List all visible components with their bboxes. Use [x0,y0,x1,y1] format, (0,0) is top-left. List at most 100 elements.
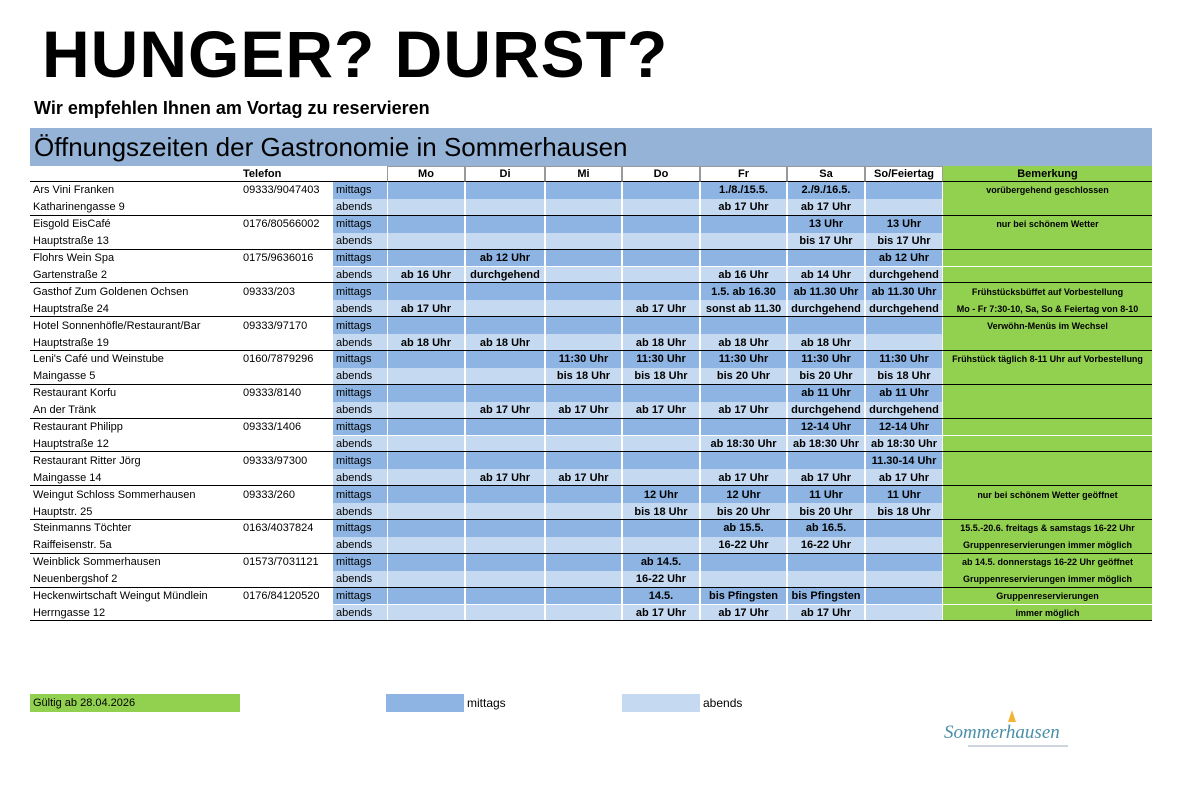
time-cell: durchgehend [465,266,545,284]
shift-label: mittags [333,418,387,436]
time-cell: ab 17 Uhr [622,300,700,318]
time-cell: ab 11 Uhr [787,384,865,402]
time-cell [545,249,622,267]
time-cell [865,570,943,588]
time-cell: bis 18 Uhr [622,503,700,520]
header-cell: Di [465,166,545,182]
row-separator [30,417,1152,419]
time-cell [465,503,545,520]
remark-cell [943,232,1152,250]
header-cell: Mo [387,166,465,182]
time-cell [465,435,545,453]
time-cell [700,232,787,250]
time-cell: ab 17 Uhr [387,300,465,318]
time-cell: ab 12 Uhr [865,249,943,267]
time-cell [387,536,465,554]
time-cell [622,232,700,250]
time-cell [865,334,943,351]
remark-cell [943,418,1152,436]
shift-label: abends [333,198,387,216]
time-cell [465,283,545,301]
legend-swatch [622,694,700,712]
time-cell: sonst ab 11.30 [700,300,787,318]
shift-label: abends [333,334,387,351]
shift-label: abends [333,536,387,554]
time-cell: ab 17 Uhr [545,401,622,419]
remark-cell: ab 14.5. donnerstags 16-22 Uhr geöffnet [943,553,1152,571]
time-cell: ab 15.5. [700,520,787,537]
remark-cell: vorübergehend geschlossen [943,182,1152,199]
remark-cell: Gruppenreservierungen [943,587,1152,605]
time-cell [387,198,465,216]
time-cell: bis 20 Uhr [787,367,865,385]
logo-icon [1008,710,1016,722]
remark-cell [943,198,1152,216]
restaurant-name: Flohrs Wein Spa [33,252,115,265]
restaurant-address: Maingasse 5 [33,370,96,383]
time-cell [622,266,700,284]
time-cell [387,232,465,250]
shift-label: abends [333,503,387,520]
row-separator [30,214,1152,216]
time-cell [865,536,943,554]
time-cell [700,384,787,402]
time-cell [387,520,465,537]
time-cell: ab 17 Uhr [700,604,787,622]
time-cell: 11:30 Uhr [622,351,700,368]
time-cell [622,384,700,402]
restaurant-name: Hotel Sonnenhöfle/Restaurant/Bar [33,319,201,332]
time-cell [465,553,545,571]
restaurant-name: Weingut Schloss Sommerhausen [33,488,196,501]
shift-label: mittags [333,317,387,335]
remark-cell [943,367,1152,385]
time-cell [700,452,787,470]
time-cell: ab 17 Uhr [622,401,700,419]
remark-cell: Frühstück täglich 8-11 Uhr auf Vorbestel… [943,351,1152,368]
time-cell [387,384,465,402]
time-cell: ab 16 Uhr [700,266,787,284]
restaurant-phone: 09333/97300 [243,454,308,467]
shift-label: abends [333,300,387,318]
time-cell: 12 Uhr [622,486,700,504]
time-cell [865,604,943,622]
restaurant-phone: 09333/203 [243,285,295,298]
time-cell: bis 20 Uhr [787,503,865,520]
time-cell [465,351,545,368]
time-cell: 2./9./16.5. [787,182,865,199]
remark-cell: 15.5.-20.6. freitags & samstags 16-22 Uh… [943,520,1152,537]
shift-label: mittags [333,486,387,504]
legend-label: abends [703,696,743,710]
row-separator [30,485,1152,487]
time-cell: ab 11.30 Uhr [865,283,943,301]
time-cell [622,520,700,537]
time-cell [465,198,545,216]
time-cell: ab 16 Uhr [387,266,465,284]
shift-label: abends [333,435,387,453]
remark-cell [943,503,1152,520]
time-cell: durchgehend [787,300,865,318]
time-cell [622,182,700,199]
time-cell: 12-14 Uhr [787,418,865,436]
time-cell: bis Pfingsten [700,587,787,605]
restaurant-phone: 0175/9636016 [243,252,314,265]
shift-label: mittags [333,520,387,537]
time-cell: 11 Uhr [865,486,943,504]
header-line [30,181,333,182]
time-cell [545,317,622,335]
time-cell: ab 17 Uhr [465,401,545,419]
time-cell [545,334,622,351]
time-cell: durchgehend [865,401,943,419]
time-cell [545,587,622,605]
shift-label: abends [333,469,387,487]
restaurant-address: Hauptstraße 24 [33,302,109,315]
time-cell: ab 18:30 Uhr [787,435,865,453]
subtitle: Wir empfehlen Ihnen am Vortag zu reservi… [34,98,430,118]
time-cell [387,587,465,605]
time-cell: ab 17 Uhr [465,469,545,487]
restaurant-name: Heckenwirtschaft Weingut Mündlein [33,590,208,603]
time-cell: 11:30 Uhr [787,351,865,368]
restaurant-address: Maingasse 14 [33,471,102,484]
restaurant-address: An der Tränk [33,404,96,417]
time-cell: ab 18 Uhr [465,334,545,351]
restaurant-phone: 09333/8140 [243,387,302,400]
